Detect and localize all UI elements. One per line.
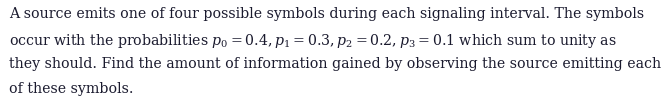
Text: of these symbols.: of these symbols. (9, 82, 133, 96)
Text: they should. Find the amount of information gained by observing the source emitt: they should. Find the amount of informat… (9, 57, 661, 71)
Text: occur with the probabilities $p_0 = 0.4, p_1 = 0.3, p_2 = 0.2, p_3 = 0.1$ which : occur with the probabilities $p_0 = 0.4,… (9, 32, 617, 50)
Text: A source emits one of four possible symbols during each signaling interval. The : A source emits one of four possible symb… (9, 7, 644, 21)
